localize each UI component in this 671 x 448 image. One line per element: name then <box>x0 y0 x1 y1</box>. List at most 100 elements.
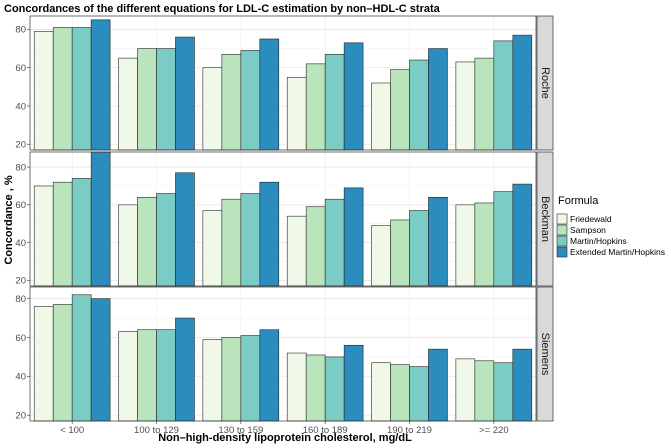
bar-beckman-extended-martin-hopkins-1 <box>175 172 195 287</box>
bar-roche-martin-hopkins-1 <box>156 48 176 151</box>
y-tick-label: 80 <box>15 162 26 173</box>
facet-strip-label: Beckman <box>539 196 551 242</box>
bar-beckman-friedewald-3 <box>286 215 307 287</box>
bar-beckman-martin-hopkins-1 <box>156 193 176 287</box>
bar-beckman-sampson-4 <box>390 219 410 287</box>
bar-siemens-martin-hopkins-4 <box>409 366 429 422</box>
x-tick-label: 100 to 129 <box>134 425 179 436</box>
bar-beckman-martin-hopkins-2 <box>240 193 261 287</box>
panel-roche: 20 40 60 80 Roche <box>15 15 554 151</box>
bar-siemens-friedewald-2 <box>202 339 223 422</box>
bar-roche-martin-hopkins-0 <box>71 27 92 151</box>
bar-beckman-extended-martin-hopkins-4 <box>428 196 448 287</box>
bar-siemens-friedewald-3 <box>286 352 307 422</box>
panel-border <box>29 286 537 422</box>
y-tick-label: 20 <box>15 140 26 151</box>
bar-siemens-extended-martin-hopkins-3 <box>343 344 364 422</box>
y-tick-label: 60 <box>15 63 26 74</box>
bar-siemens-martin-hopkins-5 <box>493 362 514 422</box>
panel-siemens: 20 40 60 80 Siemens <box>15 286 554 422</box>
bar-beckman-friedewald-2 <box>202 210 223 287</box>
facet-strip <box>536 15 554 151</box>
legend-swatch-sampson <box>556 224 568 236</box>
bar-siemens-friedewald-0 <box>33 306 54 422</box>
bar-siemens-extended-martin-hopkins-0 <box>90 298 111 422</box>
panel-border <box>29 151 537 287</box>
bar-roche-extended-martin-hopkins-2 <box>259 38 280 151</box>
bar-siemens-sampson-2 <box>221 337 242 422</box>
bar-siemens-sampson-5 <box>474 360 495 422</box>
bar-roche-friedewald-4 <box>371 82 391 151</box>
bar-siemens-sampson-0 <box>52 304 73 422</box>
x-tick-label: >= 220 <box>479 425 509 436</box>
bar-roche-friedewald-1 <box>118 57 138 151</box>
bar-roche-friedewald-3 <box>286 76 307 151</box>
bar-siemens-martin-hopkins-3 <box>324 356 345 422</box>
legend-swatch-extended-martin-hopkins <box>556 246 568 258</box>
legend-entry-extended-martin-hopkins: Extended Martin/Hopkins <box>570 247 665 257</box>
legend: Formula FriedewaldSampsonMartin/HopkinsE… <box>556 195 665 258</box>
bar-beckman-friedewald-1 <box>118 204 138 287</box>
bar-roche-martin-hopkins-2 <box>240 50 261 151</box>
bar-beckman-sampson-0 <box>52 181 73 287</box>
panel-border <box>29 15 537 151</box>
bar-beckman-martin-hopkins-5 <box>493 191 514 287</box>
bar-roche-extended-martin-hopkins-5 <box>512 34 533 151</box>
facet-strip <box>536 151 554 287</box>
bar-beckman-friedewald-0 <box>33 185 54 287</box>
bar-beckman-sampson-5 <box>474 202 495 287</box>
bar-roche-sampson-3 <box>305 63 326 151</box>
y-tick-label: 80 <box>15 294 26 305</box>
bar-siemens-sampson-4 <box>390 364 410 422</box>
bar-siemens-extended-martin-hopkins-5 <box>512 348 533 422</box>
bar-siemens-extended-martin-hopkins-1 <box>175 317 195 422</box>
facet-strip-label: Roche <box>539 67 551 99</box>
panel-background <box>30 16 536 150</box>
bar-siemens-extended-martin-hopkins-2 <box>259 329 280 422</box>
bar-siemens-martin-hopkins-2 <box>240 335 261 422</box>
y-axis-label: Concordance , % <box>3 175 15 264</box>
bar-beckman-martin-hopkins-0 <box>71 178 92 287</box>
bar-roche-friedewald-0 <box>33 31 54 151</box>
bar-roche-martin-hopkins-5 <box>493 40 514 151</box>
bar-beckman-martin-hopkins-3 <box>324 198 345 287</box>
bar-beckman-extended-martin-hopkins-5 <box>512 183 533 287</box>
bar-siemens-extended-martin-hopkins-4 <box>428 348 448 422</box>
y-tick-label: 20 <box>15 276 26 287</box>
legend-title: Formula <box>558 195 599 207</box>
legend-entry-martin-hopkins: Martin/Hopkins <box>570 236 627 246</box>
bar-beckman-sampson-1 <box>137 196 157 287</box>
panels-layer: 20 40 60 80 Roche 20 40 60 80 Beckman 20 40 60 80 Siem… <box>15 15 554 422</box>
legend-swatch-friedewald <box>556 213 568 225</box>
legend-entry-sampson: Sampson <box>570 225 606 235</box>
y-tick-label: 40 <box>15 101 26 112</box>
panel-beckman: 20 40 60 80 Beckman <box>15 151 554 287</box>
bar-beckman-sampson-3 <box>305 206 326 287</box>
bar-beckman-martin-hopkins-4 <box>409 210 429 287</box>
facet-strip <box>536 286 554 422</box>
bar-roche-friedewald-5 <box>455 61 476 151</box>
y-tick-label: 20 <box>15 410 26 421</box>
x-tick-label: 190 to 219 <box>387 425 432 436</box>
x-axis-label: Non–high-density lipoprotein cholesterol… <box>158 432 412 444</box>
bar-roche-martin-hopkins-4 <box>409 59 429 151</box>
bar-siemens-sampson-3 <box>305 354 326 422</box>
y-tick-label: 40 <box>15 372 26 383</box>
bar-siemens-martin-hopkins-1 <box>156 329 176 422</box>
bar-roche-sampson-1 <box>137 48 157 151</box>
legend-entry-friedewald: Friedewald <box>570 214 612 224</box>
bar-beckman-extended-martin-hopkins-0 <box>90 151 111 287</box>
bar-roche-extended-martin-hopkins-3 <box>343 42 364 151</box>
bar-roche-martin-hopkins-3 <box>324 53 345 151</box>
bar-roche-sampson-4 <box>390 69 410 151</box>
bar-siemens-friedewald-1 <box>118 331 138 422</box>
bar-siemens-friedewald-4 <box>371 362 391 422</box>
y-tick-label: 60 <box>15 200 26 211</box>
bar-siemens-martin-hopkins-0 <box>71 294 92 422</box>
bar-roche-extended-martin-hopkins-0 <box>90 19 111 151</box>
bar-roche-sampson-2 <box>221 53 242 151</box>
bar-roche-sampson-5 <box>474 57 495 151</box>
x-tick-label: < 100 <box>60 425 84 436</box>
